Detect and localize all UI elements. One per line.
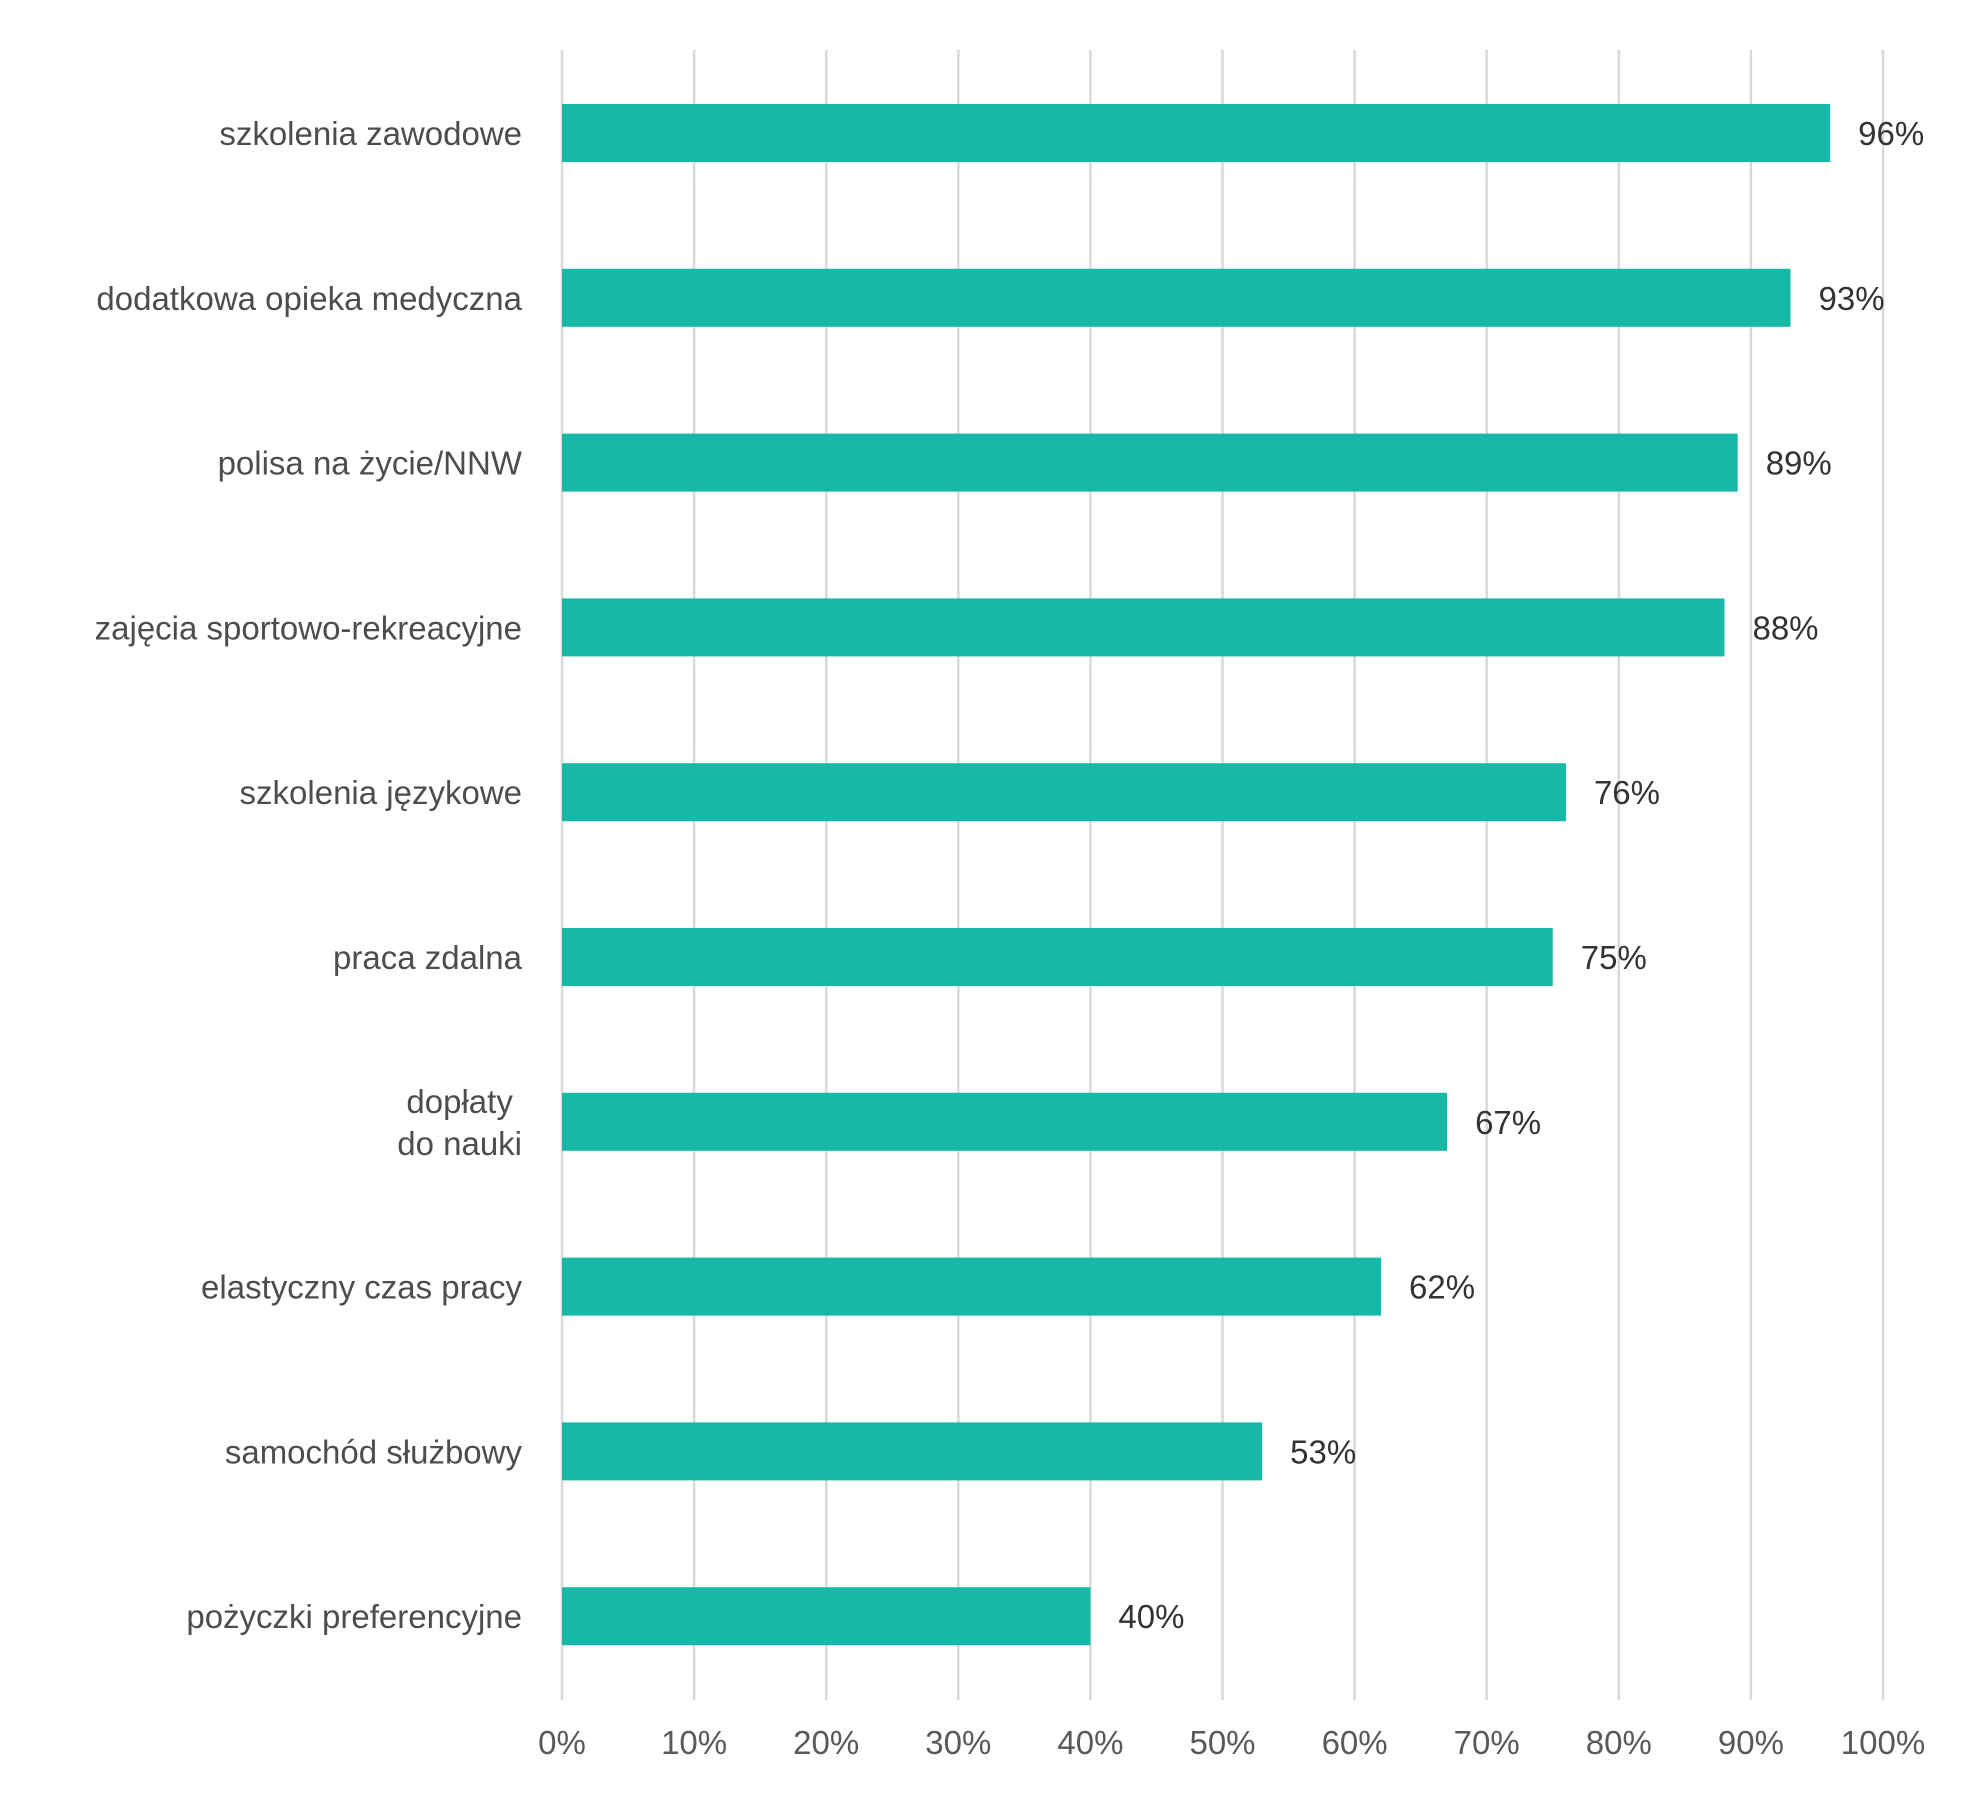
category-label: samochód służbowy bbox=[225, 1433, 523, 1470]
value-labels: 96% 93% 89% 88% 76% 75% 67% 62% 53% 40% bbox=[1118, 115, 1924, 1635]
category-label: praca zdalna bbox=[333, 939, 523, 976]
data-label: 96% bbox=[1858, 115, 1924, 152]
x-tick-label: 10% bbox=[661, 1724, 727, 1761]
data-label: 89% bbox=[1766, 445, 1832, 482]
category-label: szkolenia językowe bbox=[240, 774, 522, 811]
bar bbox=[562, 1587, 1091, 1646]
data-label: 75% bbox=[1581, 939, 1647, 976]
bar bbox=[562, 268, 1791, 327]
x-axis-tick-labels: 0% 10% 20% 30% 40% 50% 60% 70% 80% 90% 100% bbox=[538, 1724, 1925, 1761]
bar bbox=[562, 1092, 1448, 1151]
bars bbox=[562, 104, 1831, 1646]
bar bbox=[562, 598, 1725, 657]
data-label: 93% bbox=[1819, 280, 1885, 317]
x-tick-label: 90% bbox=[1718, 1724, 1784, 1761]
data-label: 62% bbox=[1409, 1269, 1475, 1306]
bar bbox=[562, 104, 1831, 162]
x-tick-label: 40% bbox=[1057, 1724, 1123, 1761]
x-tick-label: 100% bbox=[1841, 1724, 1925, 1761]
bar bbox=[562, 1257, 1382, 1316]
category-label: dopłaty do nauki bbox=[397, 1083, 522, 1162]
x-tick-label: 0% bbox=[538, 1724, 586, 1761]
bar bbox=[562, 928, 1553, 986]
bar bbox=[562, 763, 1566, 822]
category-label: szkolenia zawodowe bbox=[219, 115, 522, 152]
x-tick-label: 20% bbox=[793, 1724, 859, 1761]
x-tick-label: 70% bbox=[1454, 1724, 1520, 1761]
category-label: pożyczki preferencyjne bbox=[186, 1598, 522, 1635]
x-tick-label: 60% bbox=[1322, 1724, 1388, 1761]
data-label: 53% bbox=[1290, 1433, 1356, 1470]
data-label: 67% bbox=[1475, 1104, 1541, 1141]
category-label: zajęcia sportowo-rekreacyjne bbox=[95, 609, 522, 646]
category-label: elastyczny czas pracy bbox=[201, 1269, 522, 1306]
x-tick-label: 30% bbox=[925, 1724, 991, 1761]
data-label: 76% bbox=[1594, 774, 1660, 811]
bar bbox=[562, 1422, 1263, 1481]
category-label: dodatkowa opieka medyczna bbox=[96, 280, 522, 317]
data-label: 88% bbox=[1752, 609, 1818, 646]
bar bbox=[562, 433, 1738, 492]
category-label: polisa na życie/NNW bbox=[218, 445, 523, 482]
x-tick-label: 50% bbox=[1189, 1724, 1255, 1761]
x-tick-label: 80% bbox=[1586, 1724, 1652, 1761]
data-label: 40% bbox=[1118, 1598, 1184, 1635]
category-labels: szkolenia zawodowe dodatkowa opieka medyc… bbox=[95, 115, 523, 1635]
